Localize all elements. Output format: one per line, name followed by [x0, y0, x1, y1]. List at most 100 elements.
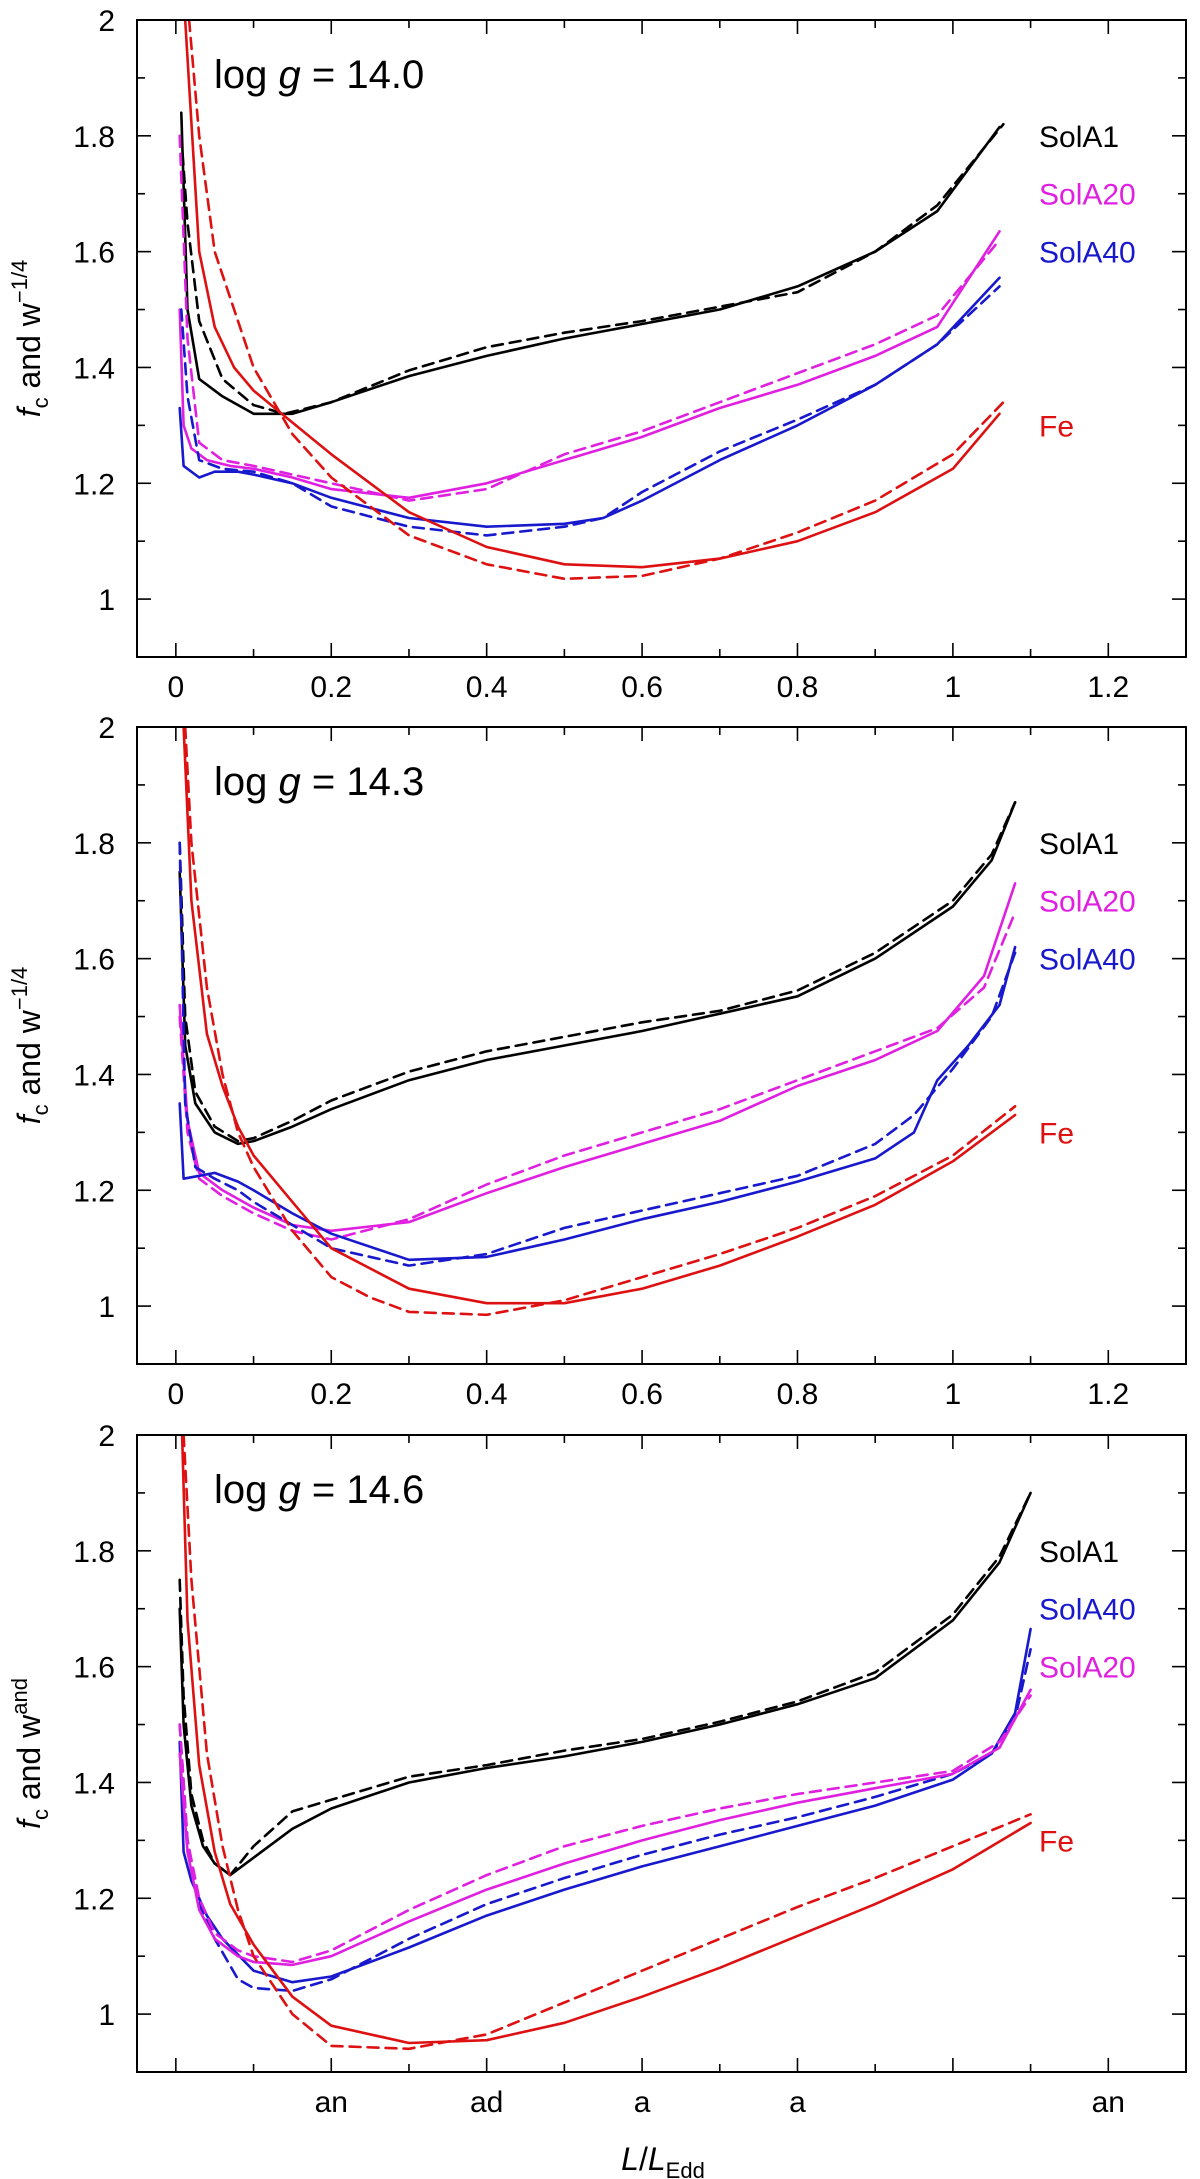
- series-sola1-dashed: [178, 800, 1017, 1143]
- y-axis-label: fc and w−1/4: [7, 967, 53, 1125]
- panel-title-value: = 14.0: [301, 53, 424, 97]
- y-tick-label: 1.6: [73, 237, 115, 270]
- legend-label-fe: Fe: [1039, 410, 1074, 443]
- legend-label-fe: Fe: [1039, 1117, 1074, 1150]
- series-fe-solid: [182, 727, 1017, 1305]
- panel-title: log g = 14.6: [214, 1468, 424, 1512]
- y-tick-label: 1.4: [73, 352, 115, 385]
- y-tick-label: 1.2: [73, 1883, 115, 1916]
- x-tick-label: 1: [945, 1378, 962, 1411]
- y-tick-label: 2: [98, 1420, 115, 1453]
- series-sola20-dashed: [178, 1694, 1032, 1964]
- panel-2: 0 0.2 0.4 0.6 0.8 1 1.2 1 1.2 1.4 1.6 1.8 2 log g = 1…: [7, 712, 1187, 1411]
- plot-frame: [136, 726, 1187, 1365]
- panel-title: log g = 14.0: [214, 53, 424, 97]
- x-tick-label: 1.2: [1087, 1378, 1129, 1411]
- x-tick-label: 0.4: [466, 1378, 508, 1411]
- y-label-sup: −1/4: [7, 967, 32, 1010]
- x-tick-label: 0.2: [310, 1378, 352, 1411]
- series-sola1-solid: [178, 1491, 1032, 1877]
- x-tick-label: an: [1092, 2086, 1125, 2119]
- x-label-slash: /: [639, 2141, 648, 2177]
- y-axis-label: fc and wand: [7, 1678, 53, 1829]
- y-tick-label: 1.6: [73, 944, 115, 977]
- y-label-mid: and w: [11, 1714, 47, 1809]
- panel-title-g: g: [279, 53, 301, 97]
- panel-3: an ad a a an 1 1.2 1.4 1.6 1.8 2 log g = 14.6 SolA1 S…: [7, 1420, 1187, 2179]
- y-tick-label: 1.2: [73, 468, 115, 501]
- series-fe-solid: [183, 20, 1001, 569]
- x-axis-label: L/LEdd: [621, 2141, 705, 2179]
- y-tick-label: 1: [98, 1999, 115, 2032]
- plot-frame: [136, 1434, 1187, 2073]
- x-tick-label: 1.2: [1087, 671, 1129, 704]
- legend-label-sola40: SolA40: [1039, 1594, 1136, 1627]
- series-sola1-dashed: [178, 1491, 1032, 1877]
- panel-title-g: g: [279, 1468, 301, 1512]
- x-tick-label: ad: [470, 2086, 503, 2119]
- x-label-l2: L: [648, 2141, 666, 2177]
- x-tick-label: 0: [168, 671, 185, 704]
- series-sola20-solid: [178, 1688, 1032, 1967]
- y-tick-label: 1.8: [73, 1536, 115, 1569]
- y-tick-label: 1.4: [73, 1767, 115, 1800]
- x-tick-label: 1: [945, 671, 962, 704]
- y-label-sup: −1/4: [7, 260, 32, 303]
- series-sola40-solid: [178, 945, 1017, 1262]
- y-tick-label: 1.4: [73, 1059, 115, 1092]
- series-sola1-solid: [180, 111, 1001, 416]
- series-sola20-dashed: [178, 134, 1001, 502]
- x-tick-label: an: [315, 2086, 348, 2119]
- y-label-mid: and w: [11, 302, 47, 397]
- y-label-mid: and w: [11, 1009, 47, 1104]
- y-label-sub: c: [28, 1809, 53, 1820]
- x-tick-label: 0.6: [621, 1378, 663, 1411]
- panel-title-log: log: [214, 1468, 279, 1512]
- legend-label-fe: Fe: [1039, 1825, 1074, 1858]
- panel-title-value: = 14.6: [301, 1468, 424, 1512]
- y-tick-label: 1.8: [73, 828, 115, 861]
- legend-label-sola1: SolA1: [1039, 121, 1119, 154]
- series-sola40-solid: [178, 276, 1001, 529]
- y-tick-label: 1: [98, 584, 115, 617]
- y-tick-label: 2: [98, 712, 115, 745]
- y-label-sub: c: [28, 397, 53, 408]
- series-fe-solid: [180, 1435, 1032, 2045]
- legend-label-sola20: SolA20: [1039, 886, 1136, 919]
- series-fe-dashed: [182, 1435, 1032, 2051]
- y-tick-label: 1.6: [73, 1652, 115, 1685]
- series-fe-dashed: [183, 727, 1017, 1317]
- y-label-sup: and: [7, 1678, 32, 1715]
- x-tick-label: 0.2: [310, 671, 352, 704]
- y-tick-label: 2: [98, 5, 115, 38]
- series-group: [178, 1435, 1032, 2051]
- y-tick-label: 1.2: [73, 1175, 115, 1208]
- series-sola20-solid: [178, 230, 1001, 500]
- x-tick-label: 0.4: [466, 671, 508, 704]
- panel-1: 0 0.2 0.4 0.6 0.8 1 1.2 1 1.2 1.4 1.6 1.8 2 log g = 1…: [7, 5, 1187, 704]
- panel-title: log g = 14.3: [214, 760, 424, 804]
- legend-label-sola20: SolA20: [1039, 1652, 1136, 1685]
- legend-label-sola1: SolA1: [1039, 1536, 1119, 1569]
- panel-title-log: log: [214, 760, 279, 804]
- y-label-sub: c: [28, 1104, 53, 1115]
- series-group: [178, 20, 1005, 581]
- y-tick-label: 1: [98, 1291, 115, 1324]
- x-tick-label: 0: [168, 1378, 185, 1411]
- legend-label-sola40: SolA40: [1039, 237, 1136, 270]
- legend-label-sola20: SolA20: [1039, 179, 1136, 212]
- y-tick-label: 1.8: [73, 121, 115, 154]
- series-group: [178, 727, 1017, 1317]
- x-tick-label: 0.6: [621, 671, 663, 704]
- series-fe-dashed: [187, 20, 1005, 581]
- legend-label-sola40: SolA40: [1039, 944, 1136, 977]
- legend-label-sola1: SolA1: [1039, 828, 1119, 861]
- plot-frame: [136, 19, 1187, 658]
- series-sola20-solid: [178, 882, 1017, 1233]
- x-label-l: L: [621, 2141, 639, 2177]
- x-tick-label: 0.8: [777, 671, 819, 704]
- series-sola40-dashed: [180, 285, 1001, 537]
- series-sola1-dashed: [180, 122, 1005, 416]
- x-label-sub: Edd: [666, 2158, 705, 2179]
